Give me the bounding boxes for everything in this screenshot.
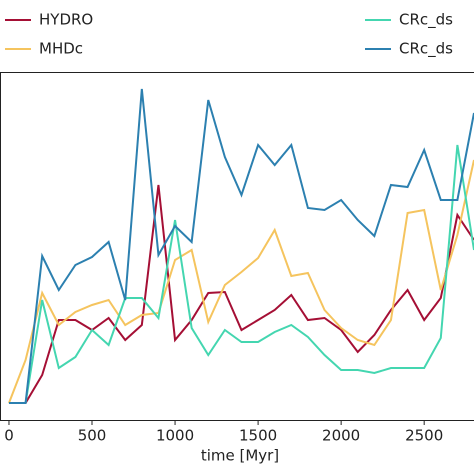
x-tick-label: 2500 xyxy=(405,427,443,445)
x-tick-label: 1000 xyxy=(156,427,194,445)
legend-label: CRc_ds xyxy=(399,40,453,59)
data-line xyxy=(8,88,474,404)
plot-frame xyxy=(0,72,474,421)
x-tick-label: 1500 xyxy=(239,427,277,445)
x-tick-label: 2000 xyxy=(322,427,360,445)
data-line xyxy=(8,184,474,404)
x-axis-label: time [Myr] xyxy=(201,447,279,465)
data-line xyxy=(8,159,474,404)
x-tick-label: 0 xyxy=(4,427,14,445)
legend-label: MHDc xyxy=(39,40,83,58)
x-tick-label: 500 xyxy=(78,427,107,445)
legend-label: CRc_ds xyxy=(399,11,453,30)
data-line xyxy=(8,144,474,404)
legend-label: HYDRO xyxy=(39,11,93,29)
